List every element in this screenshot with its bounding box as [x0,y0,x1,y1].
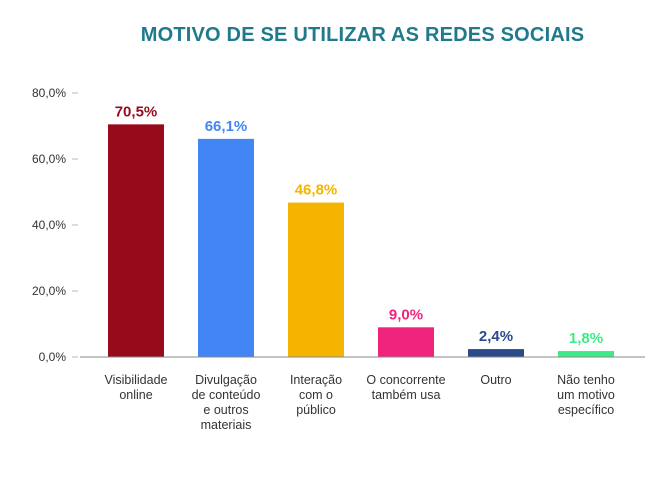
category-label-line: Interação [290,373,342,387]
category-label-line: e outros [203,403,248,417]
category-label-line: online [119,388,152,402]
category-label: Outro [480,373,511,387]
category-label-line: materiais [201,418,252,432]
y-tick-label: 20,0% [32,284,66,298]
data-label: 2,4% [479,328,513,345]
y-tick-label: 0,0% [39,350,67,364]
category-label-line: específico [558,403,614,417]
category-label-line: um motivo [557,388,615,402]
category-label-line: Outro [480,373,511,387]
chart-title: MOTIVO DE SE UTILIZAR AS REDES SOCIAIS [140,24,585,46]
category-label-line: também usa [372,388,441,402]
data-label: 66,1% [205,118,248,135]
category-label-line: de conteúdo [192,388,261,402]
category-label-line: público [296,403,336,417]
bar [558,351,614,357]
y-tick-label: 60,0% [32,152,66,166]
category-label-line: Não tenho [557,373,615,387]
category-label-line: O concorrente [366,373,445,387]
data-label: 46,8% [295,182,338,199]
category-label: Interação com o público [290,373,342,417]
y-tick-label: 80,0% [32,86,66,100]
bar [108,124,164,357]
category-label-line: Divulgação [195,373,257,387]
bar [198,138,254,357]
bar [468,349,524,357]
category-label-line: com o [299,388,333,402]
bar [288,202,344,357]
category-label-line: Visibilidade [104,373,167,387]
category-label: Visibilidade online [104,373,167,402]
category-label: O concorrente também usa [366,373,445,402]
data-label: 70,5% [115,103,158,120]
category-label: Divulgação de conteúdo e outros materiais [192,373,261,432]
bar [378,327,434,357]
category-label: Não tenho um motivo específico [557,373,615,417]
data-label: 9,0% [389,306,423,323]
y-tick-label: 40,0% [32,218,66,232]
data-label: 1,8% [569,330,603,347]
